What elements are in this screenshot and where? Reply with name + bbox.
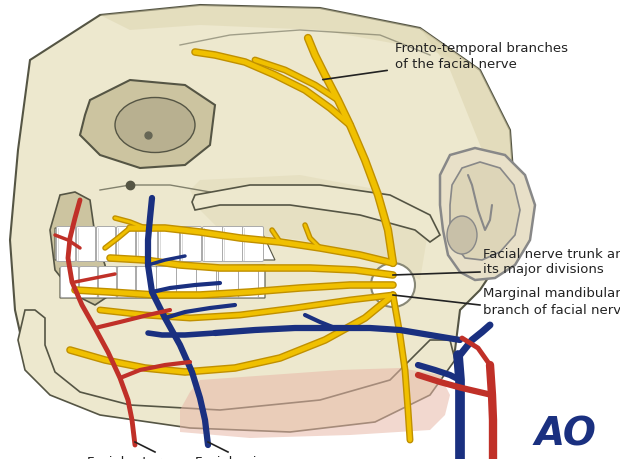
FancyBboxPatch shape <box>223 226 244 262</box>
Polygon shape <box>180 368 450 438</box>
Polygon shape <box>50 192 110 305</box>
Text: Fronto-temporal branches
of the facial nerve: Fronto-temporal branches of the facial n… <box>395 42 568 71</box>
Text: Facial vein: Facial vein <box>195 456 265 459</box>
FancyBboxPatch shape <box>79 267 97 297</box>
Circle shape <box>371 263 415 307</box>
Polygon shape <box>190 175 430 280</box>
FancyBboxPatch shape <box>56 226 76 262</box>
FancyBboxPatch shape <box>99 267 117 297</box>
Polygon shape <box>420 28 515 200</box>
Polygon shape <box>80 80 215 168</box>
FancyBboxPatch shape <box>239 267 259 297</box>
FancyBboxPatch shape <box>97 226 115 262</box>
FancyBboxPatch shape <box>156 267 177 297</box>
Text: AO: AO <box>534 416 596 454</box>
Polygon shape <box>100 5 480 70</box>
FancyBboxPatch shape <box>76 226 95 262</box>
Polygon shape <box>60 265 265 298</box>
FancyBboxPatch shape <box>136 267 156 297</box>
FancyBboxPatch shape <box>197 267 216 297</box>
FancyBboxPatch shape <box>117 226 136 262</box>
FancyBboxPatch shape <box>136 226 157 262</box>
FancyBboxPatch shape <box>177 267 197 297</box>
Text: Marginal mandibular
branch of facial nerve: Marginal mandibular branch of facial ner… <box>483 287 620 317</box>
FancyBboxPatch shape <box>118 267 136 297</box>
FancyBboxPatch shape <box>159 226 180 262</box>
FancyBboxPatch shape <box>61 267 79 297</box>
Polygon shape <box>192 185 440 242</box>
Ellipse shape <box>115 97 195 152</box>
FancyBboxPatch shape <box>242 226 264 262</box>
Polygon shape <box>18 310 455 432</box>
FancyBboxPatch shape <box>180 226 202 262</box>
Polygon shape <box>55 228 275 260</box>
Text: Facial nerve trunk and
its major divisions: Facial nerve trunk and its major divisio… <box>483 247 620 276</box>
Polygon shape <box>10 5 515 430</box>
Text: Facial artery: Facial artery <box>87 456 169 459</box>
FancyBboxPatch shape <box>218 267 239 297</box>
Polygon shape <box>450 162 520 260</box>
FancyBboxPatch shape <box>203 226 223 262</box>
Polygon shape <box>440 148 535 280</box>
Ellipse shape <box>447 216 477 254</box>
